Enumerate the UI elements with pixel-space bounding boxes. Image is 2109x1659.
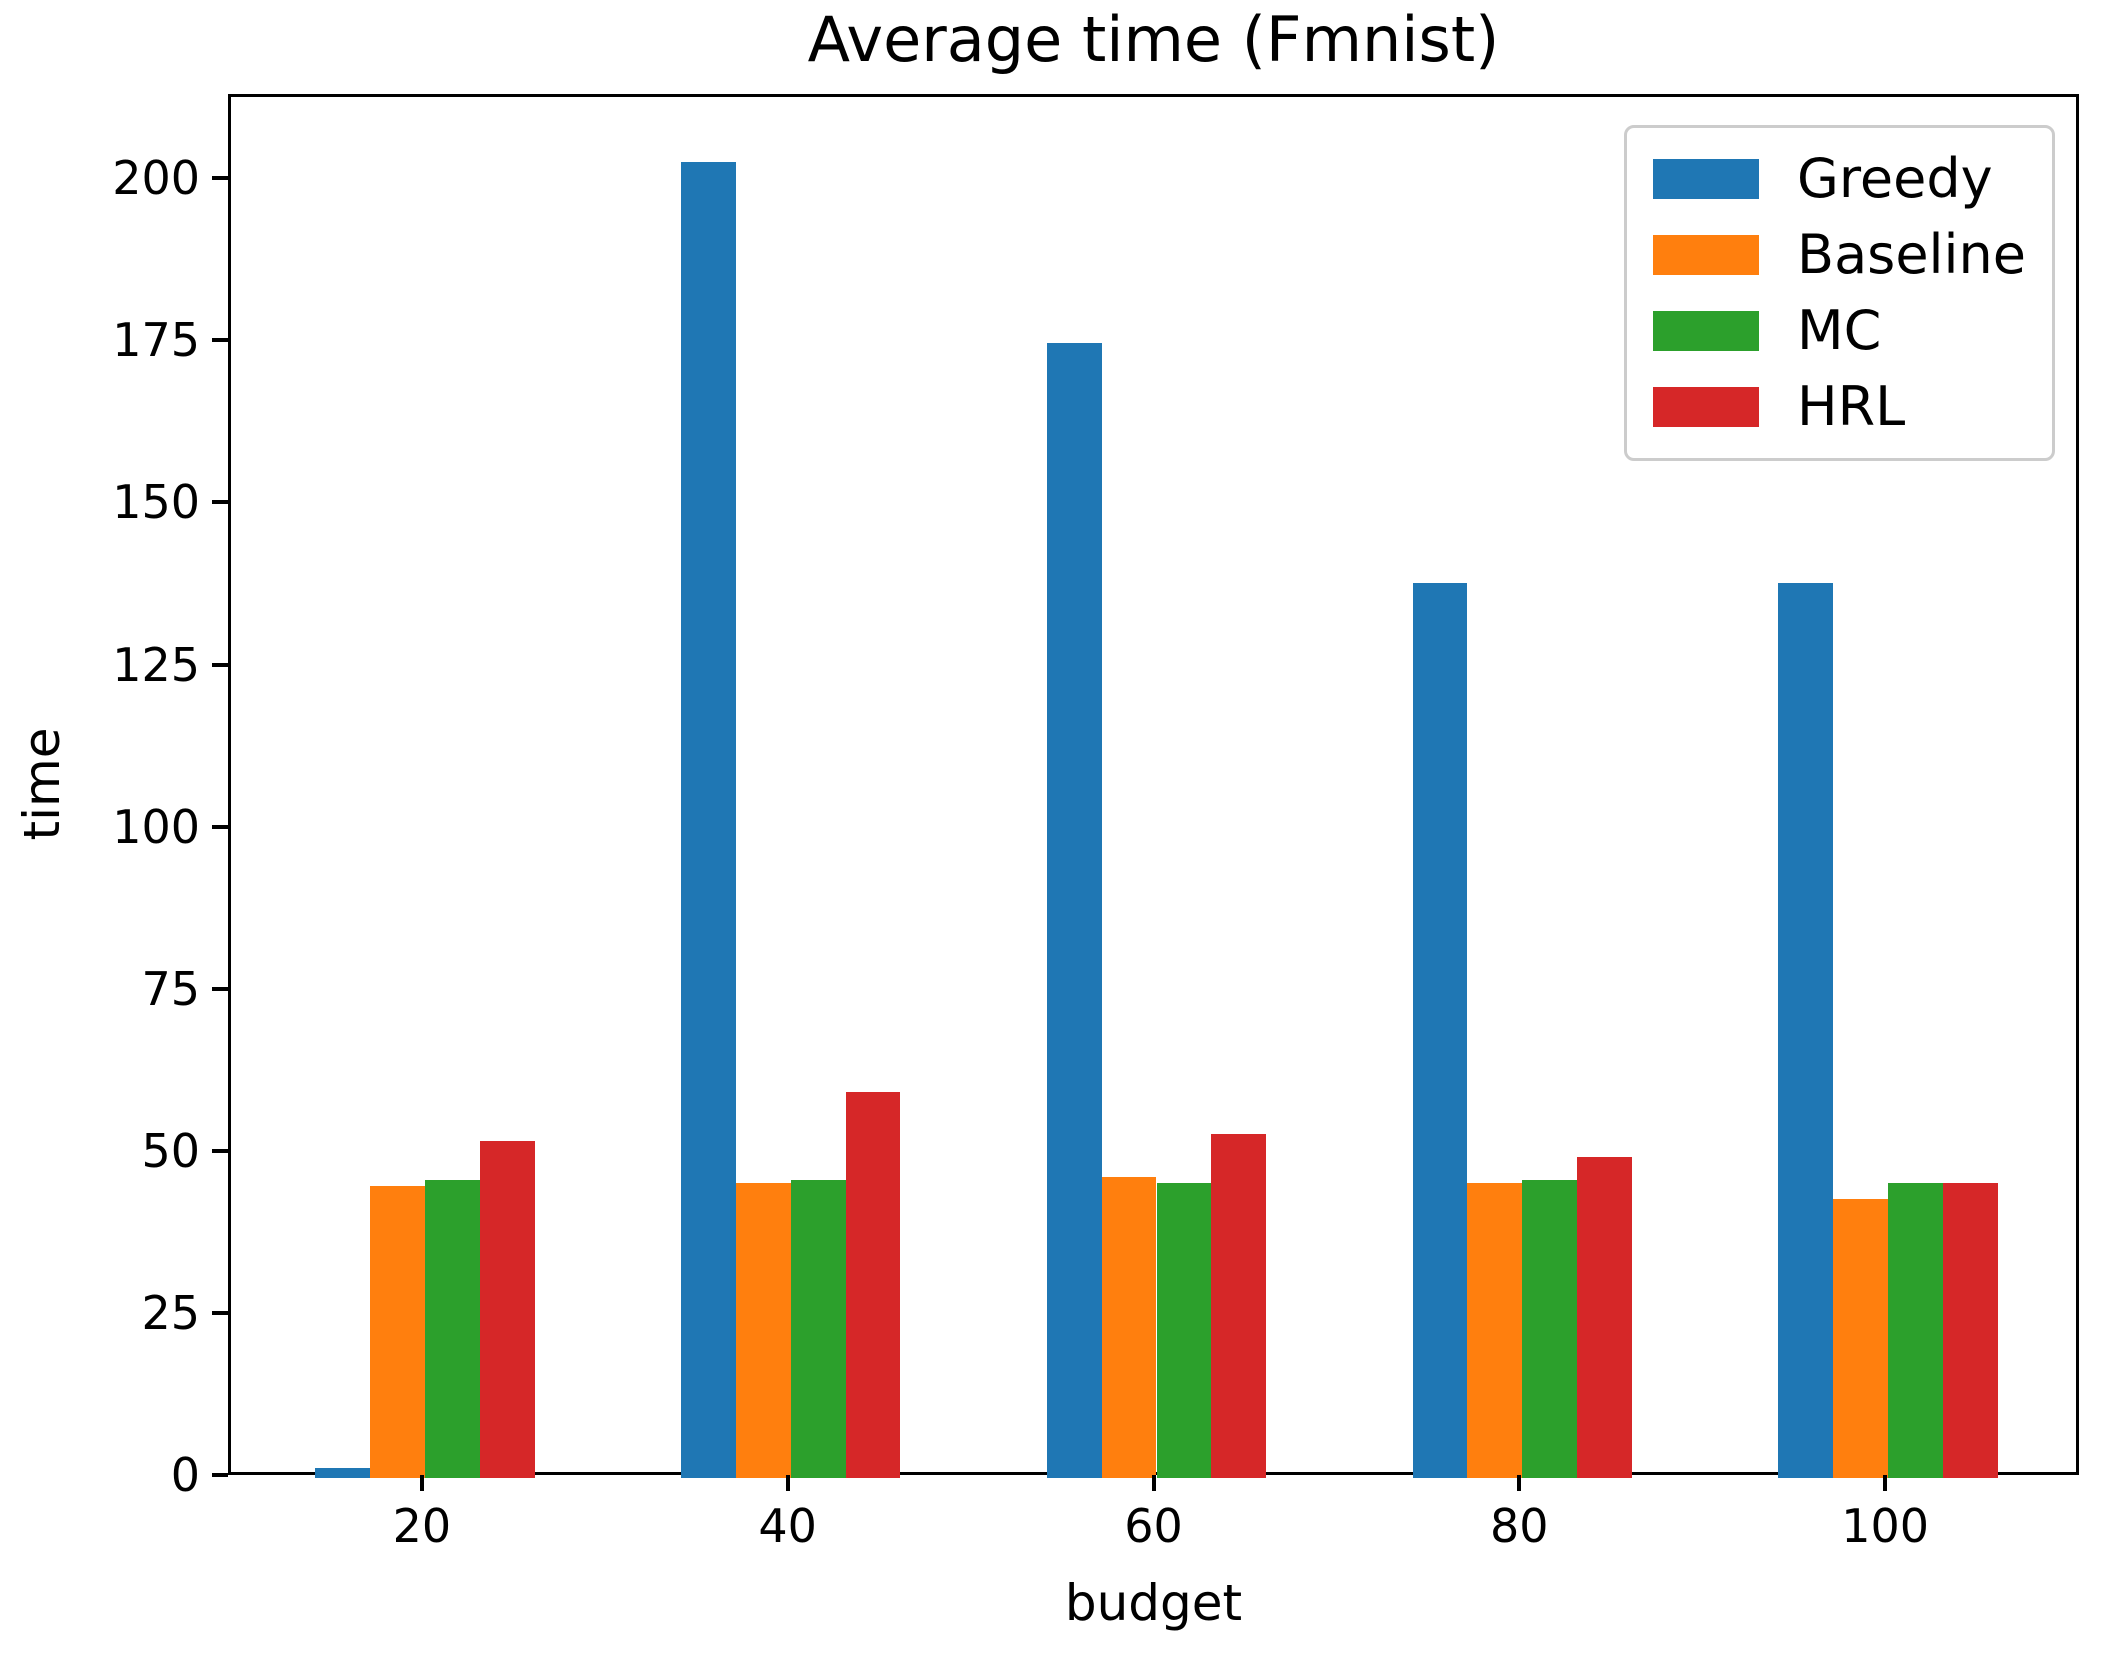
x-axis-label: budget xyxy=(1064,1574,1243,1632)
y-tick-line-175 xyxy=(212,338,228,343)
bar-mc-60 xyxy=(1156,1182,1212,1478)
y-tick-label-75: 75 xyxy=(141,961,200,1016)
bar-mc-40 xyxy=(790,1179,846,1478)
bar-greedy-80 xyxy=(1412,583,1468,1478)
y-tick-line-0 xyxy=(212,1473,228,1477)
y-tick-line-50 xyxy=(212,1148,228,1153)
y-tick-line-25 xyxy=(212,1310,228,1315)
bar-baseline-80 xyxy=(1467,1182,1523,1478)
bar-baseline-40 xyxy=(735,1182,791,1478)
legend-swatch-mc xyxy=(1653,311,1760,352)
y-tick-label-50: 50 xyxy=(141,1123,200,1178)
bar-mc-100 xyxy=(1888,1182,1943,1478)
bar-greedy-40 xyxy=(680,161,736,1478)
bar-baseline-60 xyxy=(1101,1176,1157,1478)
x-tick-label-60: 60 xyxy=(1124,1499,1183,1553)
legend-swatch-baseline xyxy=(1653,235,1760,276)
legend-item-hrl: HRL xyxy=(1653,376,2026,438)
legend-swatch-hrl xyxy=(1653,387,1760,428)
bar-baseline-20 xyxy=(370,1186,425,1478)
y-tick-label-125: 125 xyxy=(112,637,200,692)
bar-greedy-20 xyxy=(315,1468,370,1478)
bar-hrl-20 xyxy=(479,1140,535,1478)
legend-label: Baseline xyxy=(1797,223,2026,287)
x-tick-label-20: 20 xyxy=(392,1499,452,1553)
legend-item-greedy: Greedy xyxy=(1653,147,2026,210)
y-tick-line-150 xyxy=(212,500,228,505)
y-tick-line-125 xyxy=(212,662,228,667)
bars-layer xyxy=(231,97,2076,1478)
y-tick-label-200: 200 xyxy=(112,151,200,206)
legend-label: Greedy xyxy=(1797,147,1993,210)
y-tick-line-100 xyxy=(212,824,228,829)
bar-hrl-100 xyxy=(1942,1182,1998,1478)
bar-hrl-80 xyxy=(1577,1157,1633,1478)
y-tick-label-0: 0 xyxy=(170,1448,200,1502)
y-tick-label-150: 150 xyxy=(112,475,200,530)
bar-baseline-100 xyxy=(1833,1199,1889,1478)
y-tick-line-200 xyxy=(212,176,228,181)
chart-title: Average time (Fmnist) xyxy=(807,3,1500,76)
legend-item-mc: MC xyxy=(1653,300,2026,362)
legend: Greedy Baseline MC HRL xyxy=(1624,125,2055,462)
x-tick-label-80: 80 xyxy=(1490,1499,1549,1553)
legend-label: MC xyxy=(1797,299,1882,363)
bar-mc-20 xyxy=(424,1179,480,1478)
bar-greedy-100 xyxy=(1778,583,1834,1478)
x-tick-label-100: 100 xyxy=(1841,1499,1930,1553)
plot-area: Greedy Baseline MC HRL xyxy=(228,94,2079,1478)
bar-hrl-40 xyxy=(845,1092,901,1478)
legend-swatch-greedy xyxy=(1653,159,1760,200)
legend-item-baseline: Baseline xyxy=(1653,223,2026,287)
bar-mc-80 xyxy=(1522,1179,1578,1478)
y-tick-label-175: 175 xyxy=(112,313,200,368)
y-tick-line-75 xyxy=(212,986,228,991)
bar-hrl-60 xyxy=(1211,1134,1267,1478)
x-tick-label-40: 40 xyxy=(758,1499,817,1553)
bar-greedy-60 xyxy=(1046,343,1102,1478)
legend-label: HRL xyxy=(1797,375,1906,439)
y-axis-label: time xyxy=(13,727,71,841)
y-tick-label-25: 25 xyxy=(141,1285,200,1340)
